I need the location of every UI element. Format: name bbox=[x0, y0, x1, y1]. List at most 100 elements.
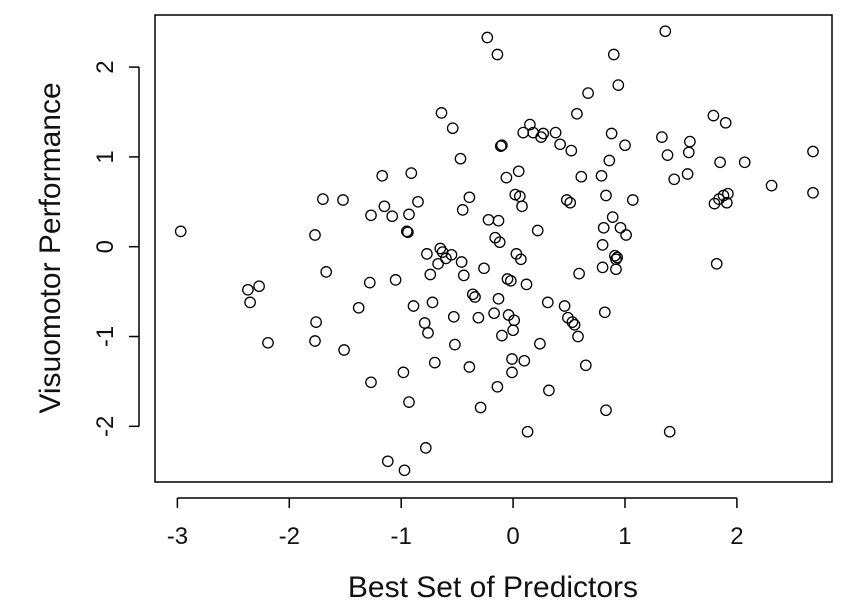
plot-frame bbox=[154, 14, 833, 483]
data-point bbox=[571, 107, 583, 120]
data-point bbox=[684, 135, 696, 148]
data-point bbox=[455, 256, 468, 268]
data-point bbox=[610, 263, 622, 276]
data-point bbox=[504, 274, 517, 287]
data-point bbox=[656, 131, 668, 143]
data-point bbox=[447, 310, 460, 323]
data-point bbox=[428, 356, 441, 369]
data-point bbox=[565, 144, 578, 157]
data-point bbox=[543, 384, 555, 397]
data-point bbox=[605, 127, 618, 140]
x-axis: -3 -2 -1 0 1 2 bbox=[167, 497, 744, 550]
data-point bbox=[469, 291, 481, 303]
data-point bbox=[496, 139, 508, 152]
data-point bbox=[352, 301, 365, 314]
data-point bbox=[554, 138, 566, 151]
data-point bbox=[419, 442, 432, 454]
data-point bbox=[597, 221, 610, 234]
data-point bbox=[564, 196, 577, 209]
data-point bbox=[446, 122, 459, 135]
data-point bbox=[457, 269, 470, 282]
data-point bbox=[598, 306, 611, 319]
data-point bbox=[610, 253, 622, 266]
y-axis-title: Visuomotor Performance bbox=[34, 82, 67, 413]
data-point bbox=[659, 25, 672, 38]
data-point bbox=[474, 401, 487, 414]
data-point bbox=[449, 338, 461, 351]
data-point bbox=[418, 317, 431, 329]
data-point bbox=[403, 396, 415, 408]
data-point bbox=[365, 209, 377, 222]
data-point bbox=[595, 169, 608, 182]
data-point bbox=[403, 208, 415, 221]
data-point bbox=[376, 169, 389, 182]
data-point bbox=[432, 257, 444, 270]
data-point bbox=[619, 139, 631, 152]
data-point bbox=[534, 337, 546, 350]
data-point bbox=[575, 170, 588, 183]
data-point bbox=[244, 296, 256, 309]
data-point bbox=[309, 229, 321, 241]
x-tick-label: -1 bbox=[391, 523, 412, 550]
data-point bbox=[668, 173, 681, 186]
data-point bbox=[478, 262, 490, 275]
y-tick-label: -1 bbox=[92, 326, 119, 347]
data-point bbox=[507, 324, 519, 337]
data-point bbox=[363, 276, 376, 289]
data-point bbox=[242, 283, 254, 296]
data-point bbox=[738, 156, 751, 169]
y-tick-label: 2 bbox=[92, 60, 119, 73]
data-point bbox=[381, 455, 394, 468]
data-point bbox=[506, 353, 518, 365]
data-point bbox=[512, 165, 525, 178]
data-point bbox=[807, 145, 819, 158]
data-point bbox=[174, 225, 187, 238]
data-point bbox=[494, 140, 507, 152]
data-point bbox=[492, 292, 505, 305]
data-point bbox=[493, 236, 506, 249]
data-point bbox=[566, 316, 579, 328]
data-point bbox=[708, 197, 721, 210]
data-point bbox=[518, 354, 531, 367]
data-point bbox=[397, 366, 410, 379]
data-point bbox=[422, 327, 434, 339]
data-point bbox=[603, 154, 616, 167]
data-point bbox=[317, 193, 329, 205]
data-point bbox=[606, 211, 619, 223]
data-point bbox=[524, 118, 536, 131]
data-point bbox=[541, 296, 554, 309]
data-point bbox=[516, 200, 528, 213]
data-point bbox=[463, 191, 476, 204]
y-tick-label: -2 bbox=[92, 416, 119, 437]
data-point bbox=[600, 189, 612, 202]
data-point bbox=[496, 329, 508, 342]
data-point bbox=[482, 213, 495, 226]
data-point bbox=[573, 267, 585, 280]
data-point bbox=[807, 186, 819, 199]
data-point bbox=[309, 335, 321, 347]
data-point bbox=[549, 126, 562, 139]
data-point bbox=[515, 253, 527, 266]
data-point bbox=[521, 425, 534, 438]
data-point bbox=[421, 248, 433, 260]
data-point bbox=[386, 210, 399, 223]
data-point bbox=[719, 116, 732, 129]
data-point bbox=[506, 366, 518, 379]
data-point bbox=[710, 257, 723, 270]
data-point bbox=[378, 200, 391, 213]
data-point bbox=[424, 268, 437, 281]
data-point bbox=[500, 171, 513, 184]
data-point bbox=[310, 316, 322, 328]
data-point bbox=[412, 195, 424, 208]
data-point bbox=[626, 194, 639, 206]
data-point bbox=[582, 87, 594, 99]
data-point bbox=[426, 296, 439, 309]
data-point bbox=[722, 187, 734, 200]
data-point bbox=[558, 300, 571, 312]
data-point bbox=[365, 376, 377, 389]
data-point bbox=[508, 314, 521, 327]
x-axis-title: Best Set of Predictors bbox=[348, 571, 638, 604]
x-tick-label: -2 bbox=[279, 523, 300, 550]
x-tick-label: 0 bbox=[506, 523, 519, 550]
